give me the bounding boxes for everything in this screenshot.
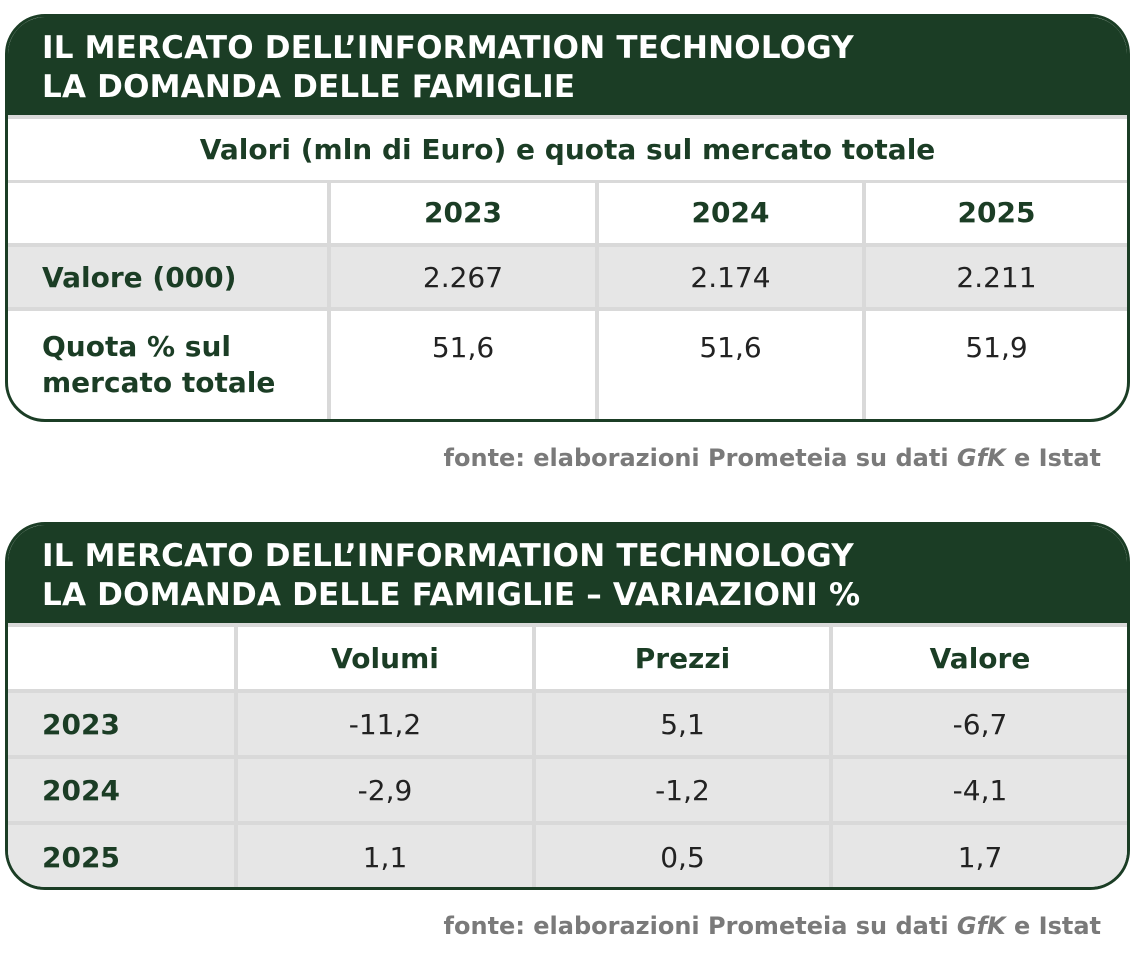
cell-value: 51,6 bbox=[327, 307, 597, 419]
row-label-line1: Quota % sul bbox=[42, 330, 231, 363]
row-label-line2: mercato totale bbox=[42, 366, 276, 399]
table-header: IL MERCATO DELL’INFORMATION TECHNOLOGY L… bbox=[8, 525, 1127, 623]
table-subtitle: Valori (mln di Euro) e quota sul mercato… bbox=[8, 115, 1127, 183]
empty-corner-cell bbox=[8, 625, 236, 691]
table-title-line1: IL MERCATO DELL’INFORMATION TECHNOLOGY bbox=[42, 30, 854, 66]
table-title-line2: LA DOMANDA DELLE FAMIGLIE bbox=[42, 69, 576, 105]
cell-value: -1,2 bbox=[532, 755, 831, 823]
table-row: Valore (000) 2.267 2.174 2.211 bbox=[8, 243, 1127, 309]
source-prefix: fonte: elaborazioni Prometeia su dati bbox=[443, 444, 957, 472]
source-suffix: e Istat bbox=[1005, 444, 1101, 472]
cell-value: -2,9 bbox=[234, 755, 534, 823]
row-label: Valore (000) bbox=[8, 243, 329, 309]
cell-value: 1,1 bbox=[234, 821, 534, 887]
row-label: 2024 bbox=[8, 755, 236, 823]
cell-value: 51,6 bbox=[595, 307, 864, 419]
variations-table: Volumi Prezzi Valore 2023 -11,2 5,1 -6,7… bbox=[8, 623, 1127, 887]
table-title-line1: IL MERCATO DELL’INFORMATION TECHNOLOGY bbox=[42, 538, 854, 574]
source-suffix: e Istat bbox=[1005, 912, 1101, 940]
cell-value: -11,2 bbox=[234, 689, 534, 757]
table-title-line2: LA DOMANDA DELLE FAMIGLIE – VARIAZIONI % bbox=[42, 577, 861, 613]
source-note: fonte: elaborazioni Prometeia su dati Gf… bbox=[444, 912, 1101, 940]
column-header: Prezzi bbox=[532, 625, 831, 691]
row-label: 2023 bbox=[8, 689, 236, 757]
source-italic: GfK bbox=[956, 912, 1006, 940]
table-row: 2023 -11,2 5,1 -6,7 bbox=[8, 689, 1127, 757]
cell-value: 2.211 bbox=[862, 243, 1127, 309]
row-label: 2025 bbox=[8, 821, 236, 887]
empty-corner-cell bbox=[8, 181, 329, 245]
column-header: Valore bbox=[829, 625, 1127, 691]
source-italic: GfK bbox=[956, 444, 1006, 472]
source-note: fonte: elaborazioni Prometeia su dati Gf… bbox=[444, 444, 1101, 472]
table-header: IL MERCATO DELL’INFORMATION TECHNOLOGY L… bbox=[8, 17, 1127, 115]
column-header: Volumi bbox=[234, 625, 534, 691]
table-card-values: IL MERCATO DELL’INFORMATION TECHNOLOGY L… bbox=[5, 14, 1130, 422]
table-row: 2024 -2,9 -1,2 -4,1 bbox=[8, 755, 1127, 823]
column-header: 2024 bbox=[595, 181, 864, 245]
cell-value: 2.174 bbox=[595, 243, 864, 309]
column-header: 2023 bbox=[327, 181, 597, 245]
row-label: Quota % sul mercato totale bbox=[8, 307, 329, 419]
cell-value: 0,5 bbox=[532, 821, 831, 887]
cell-value: -6,7 bbox=[829, 689, 1127, 757]
source-prefix: fonte: elaborazioni Prometeia su dati bbox=[443, 912, 957, 940]
column-header: 2025 bbox=[862, 181, 1127, 245]
cell-value: 2.267 bbox=[327, 243, 597, 309]
table-card-variations: IL MERCATO DELL’INFORMATION TECHNOLOGY L… bbox=[5, 522, 1130, 890]
values-table: Valori (mln di Euro) e quota sul mercato… bbox=[8, 115, 1127, 419]
cell-value: -4,1 bbox=[829, 755, 1127, 823]
cell-value: 51,9 bbox=[862, 307, 1127, 419]
cell-value: 1,7 bbox=[829, 821, 1127, 887]
table-row: 2025 1,1 0,5 1,7 bbox=[8, 821, 1127, 887]
table-row: Quota % sul mercato totale 51,6 51,6 51,… bbox=[8, 307, 1127, 419]
cell-value: 5,1 bbox=[532, 689, 831, 757]
